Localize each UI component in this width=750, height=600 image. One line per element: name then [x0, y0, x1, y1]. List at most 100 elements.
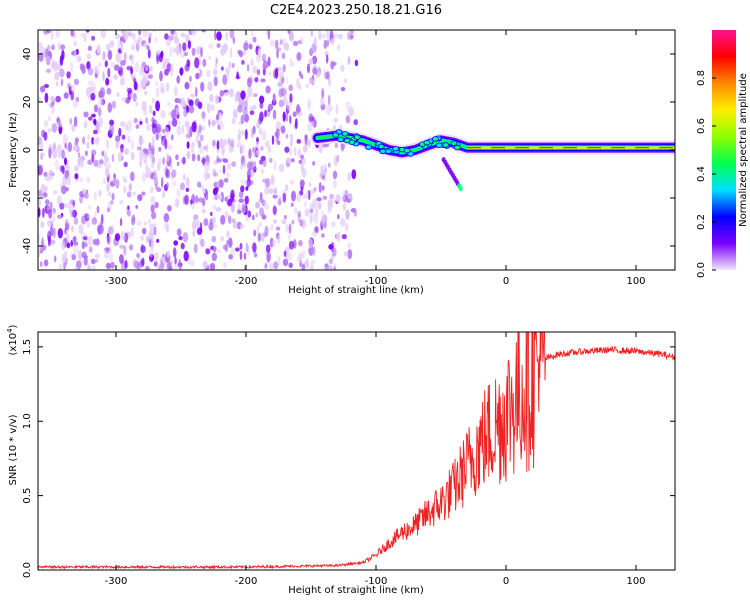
noise-blob — [224, 211, 229, 219]
noise-blob — [140, 245, 146, 254]
noise-blob — [310, 259, 316, 265]
noise-blob — [237, 134, 241, 144]
noise-blob — [106, 43, 111, 51]
noise-blob — [244, 129, 248, 140]
noise-blob — [44, 92, 49, 104]
noise-blob — [98, 97, 104, 108]
noise-blob — [202, 187, 206, 194]
colorbar-tick-label: 0.8 — [696, 70, 707, 86]
noise-blob — [313, 36, 317, 47]
noise-blob — [105, 262, 112, 269]
noise-blob — [59, 54, 64, 66]
noise-blob — [92, 82, 96, 94]
x-tick-label: 0 — [503, 576, 509, 587]
noise-blob — [130, 227, 134, 238]
noise-blob — [241, 206, 248, 213]
noise-blob — [70, 30, 75, 37]
noise-blob — [87, 212, 90, 219]
colorbar-scale — [712, 30, 736, 270]
noise-blob — [176, 188, 181, 198]
noise-blob — [222, 74, 228, 86]
noise-blob — [199, 235, 203, 246]
noise-blob — [131, 44, 136, 51]
noise-blob — [74, 165, 79, 172]
noise-blob — [192, 229, 196, 237]
noise-blob — [41, 237, 44, 248]
noise-blob — [208, 118, 211, 127]
noise-blob — [212, 187, 218, 196]
noise-blob — [302, 157, 306, 165]
noise-blob — [262, 130, 266, 141]
noise-blob — [272, 109, 277, 120]
noise-blob — [294, 207, 298, 214]
x-tick-label: -200 — [235, 276, 258, 287]
noise-blob — [284, 215, 287, 220]
noise-blob — [170, 63, 174, 73]
noise-blob — [240, 90, 246, 100]
noise-blob — [140, 79, 146, 89]
noise-blob — [124, 259, 128, 269]
noise-blob — [117, 69, 122, 75]
noise-blob — [196, 181, 202, 188]
noise-blob — [265, 85, 271, 94]
noise-blob — [184, 51, 188, 57]
noise-blob — [332, 179, 337, 189]
noise-blob — [252, 242, 257, 254]
noise-blob — [68, 202, 71, 214]
noise-blob — [133, 81, 138, 91]
noise-blob — [184, 120, 190, 128]
x-tick-label: 0 — [503, 276, 509, 287]
noise-blob — [287, 30, 291, 35]
noise-blob — [302, 194, 306, 199]
noise-blob — [290, 202, 294, 207]
noise-blob — [210, 104, 215, 111]
noise-blob — [256, 121, 260, 129]
noise-blob — [127, 209, 131, 217]
noise-blob — [321, 33, 326, 39]
noise-blob — [290, 61, 296, 66]
noise-blob — [247, 210, 252, 218]
noise-blob — [277, 198, 282, 206]
noise-blob — [128, 30, 132, 36]
noise-blob — [186, 177, 190, 188]
noise-blob — [301, 263, 305, 270]
noise-blob — [255, 212, 259, 218]
noise-blob — [40, 46, 46, 56]
noise-blob — [350, 207, 357, 213]
noise-blob — [255, 149, 261, 157]
noise-blob — [213, 68, 218, 76]
noise-blob — [228, 254, 234, 260]
noise-blob — [105, 247, 110, 254]
noise-blob — [171, 109, 177, 120]
noise-blob — [181, 124, 185, 135]
noise-blob — [87, 45, 92, 52]
noise-blob — [200, 134, 204, 142]
noise-blob — [268, 145, 271, 154]
signal-bead — [453, 144, 461, 151]
noise-blob — [337, 44, 341, 51]
noise-blob — [69, 62, 74, 73]
noise-blob — [248, 148, 252, 159]
noise-blob — [84, 192, 89, 200]
noise-blob — [91, 153, 95, 163]
x-tick-label: -100 — [365, 276, 388, 287]
noise-blob — [56, 63, 62, 71]
noise-blob — [71, 225, 75, 233]
noise-blob — [321, 214, 326, 225]
noise-blob — [300, 37, 304, 44]
noise-blob — [284, 184, 289, 192]
noise-blob — [149, 247, 154, 258]
noise-blob — [162, 157, 165, 165]
noise-blob — [265, 244, 271, 253]
noise-blob — [195, 135, 199, 144]
noise-blob — [216, 155, 219, 164]
noise-blob — [281, 218, 287, 225]
noise-blob — [120, 41, 124, 52]
noise-blob — [247, 86, 253, 98]
noise-blob — [228, 142, 234, 153]
noise-blob — [70, 209, 76, 218]
noise-blob — [277, 234, 281, 244]
noise-blob — [126, 65, 132, 71]
noise-blob — [203, 218, 209, 227]
